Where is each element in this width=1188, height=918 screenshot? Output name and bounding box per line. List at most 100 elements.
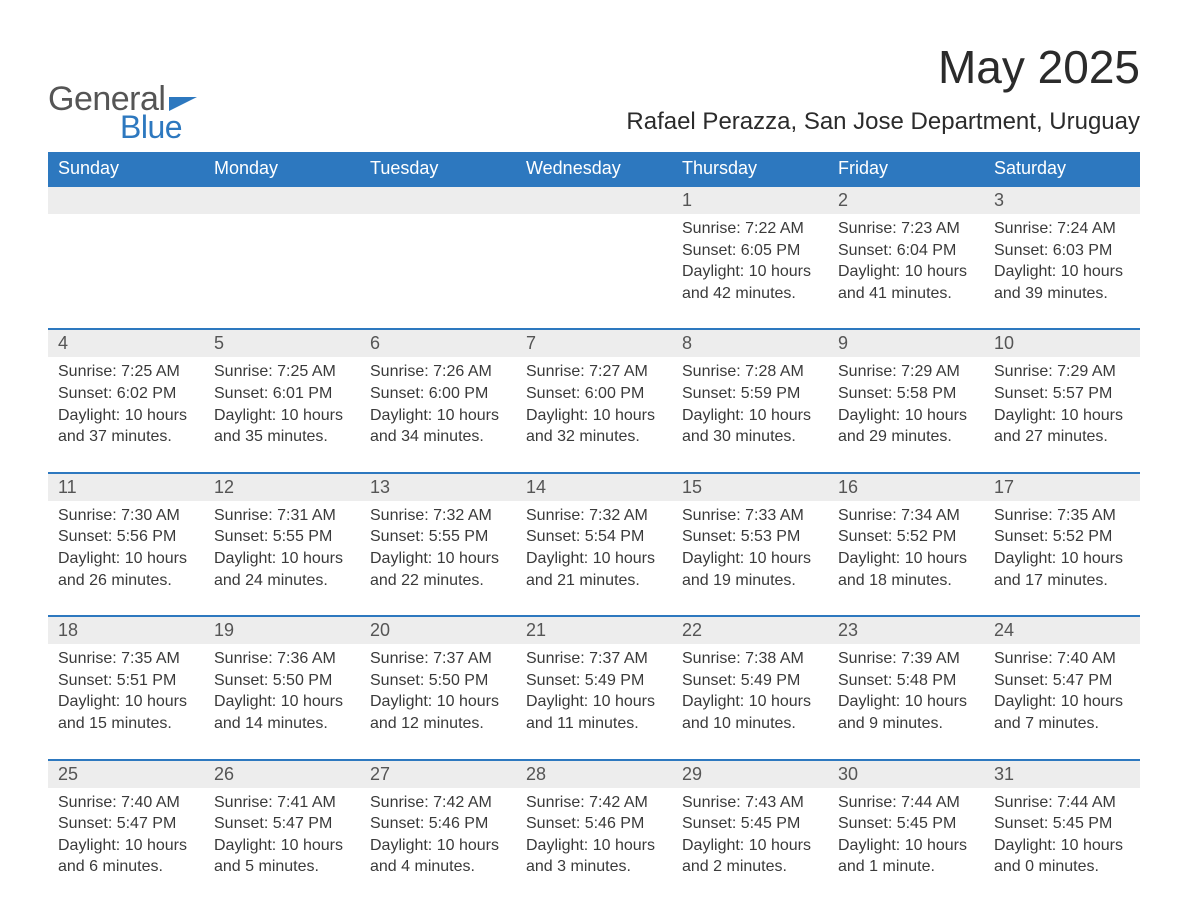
detail-line-sunset: Sunset: 6:00 PM: [370, 383, 506, 405]
day-cell-details: Sunrise: 7:25 AMSunset: 6:02 PMDaylight:…: [48, 357, 204, 472]
detail-line-sunset: Sunset: 5:52 PM: [994, 526, 1130, 548]
detail-line-daylight1: Daylight: 10 hours: [682, 548, 818, 570]
week-details-row: Sunrise: 7:35 AMSunset: 5:51 PM Daylight:…: [48, 644, 1140, 759]
day-cell-details: Sunrise: 7:31 AMSunset: 5:55 PMDaylight:…: [204, 501, 360, 616]
detail-line-sunrise: Sunrise: 7:35 AM: [58, 648, 194, 670]
detail-line-daylight1: Daylight: 10 hours: [526, 405, 662, 427]
day-cell-number: 2: [828, 186, 984, 214]
detail-line-daylight1: Daylight: 10 hours: [214, 691, 350, 713]
detail-line-sunrise: Sunrise: 7:28 AM: [682, 361, 818, 383]
week-daynum-row: 11121314151617: [48, 473, 1140, 501]
day-header: Monday: [204, 152, 360, 186]
day-number: 2: [828, 187, 984, 214]
day-cell-number: 29: [672, 760, 828, 788]
detail-line-sunrise: Sunrise: 7:30 AM: [58, 505, 194, 527]
detail-line-daylight2: and 42 minutes.: [682, 283, 818, 305]
day-cell-details: Sunrise: 7:29 AMSunset: 5:58 PMDaylight:…: [828, 357, 984, 472]
day-details: Sunrise: 7:44 AMSunset: 5:45 PMDaylight:…: [984, 788, 1140, 902]
detail-line-daylight2: and 10 minutes.: [682, 713, 818, 735]
detail-line-daylight1: Daylight: 10 hours: [838, 405, 974, 427]
detail-line-sunset: Sunset: 6:05 PM: [682, 240, 818, 262]
day-number: 29: [672, 761, 828, 788]
detail-line-daylight2: and 34 minutes.: [370, 426, 506, 448]
day-cell-number: 12: [204, 473, 360, 501]
detail-line-daylight1: Daylight: 10 hours: [682, 835, 818, 857]
detail-line-sunset: Sunset: 5:55 PM: [370, 526, 506, 548]
day-cell-details: Sunrise: 7:26 AMSunset: 6:00 PMDaylight:…: [360, 357, 516, 472]
day-number: 6: [360, 330, 516, 357]
detail-line-sunset: Sunset: 5:52 PM: [838, 526, 974, 548]
detail-line-daylight1: Daylight: 10 hours: [838, 835, 974, 857]
day-number: 3: [984, 187, 1140, 214]
detail-line-daylight1: Daylight: 10 hours: [58, 548, 194, 570]
day-cell-details: Sunrise: 7:22 AMSunset: 6:05 PMDaylight:…: [672, 214, 828, 329]
day-cell-details: Sunrise: 7:28 AMSunset: 5:59 PMDaylight:…: [672, 357, 828, 472]
day-details: Sunrise: 7:30 AMSunset: 5:56 PMDaylight:…: [48, 501, 204, 615]
detail-line-daylight1: Daylight: 10 hours: [994, 835, 1130, 857]
detail-line-sunset: Sunset: 5:51 PM: [58, 670, 194, 692]
detail-line-sunset: Sunset: 5:54 PM: [526, 526, 662, 548]
detail-line-sunset: Sunset: 5:47 PM: [994, 670, 1130, 692]
detail-line-daylight1: Daylight: 10 hours: [994, 548, 1130, 570]
day-details: Sunrise: 7:31 AMSunset: 5:55 PMDaylight:…: [204, 501, 360, 615]
day-cell-details: Sunrise: 7:42 AMSunset: 5:46 PMDaylight:…: [360, 788, 516, 902]
day-number: 22: [672, 617, 828, 644]
week-details-row: Sunrise: 7:25 AMSunset: 6:02 PMDaylight:…: [48, 357, 1140, 472]
detail-line-sunset: Sunset: 5:56 PM: [58, 526, 194, 548]
day-cell-number: 15: [672, 473, 828, 501]
detail-line-sunset: Sunset: 5:59 PM: [682, 383, 818, 405]
detail-line-sunrise: Sunrise: 7:41 AM: [214, 792, 350, 814]
day-cell-details: Sunrise: 7:25 AMSunset: 6:01 PMDaylight:…: [204, 357, 360, 472]
day-details: Sunrise: 7:38 AMSunset: 5:49 PMDaylight:…: [672, 644, 828, 758]
day-number: 10: [984, 330, 1140, 357]
day-cell-number: 31: [984, 760, 1140, 788]
day-cell-number: 10: [984, 329, 1140, 357]
detail-line-sunset: Sunset: 5:58 PM: [838, 383, 974, 405]
day-details: Sunrise: 7:23 AMSunset: 6:04 PMDaylight:…: [828, 214, 984, 328]
detail-line-daylight1: Daylight: 10 hours: [214, 405, 350, 427]
detail-line-sunrise: Sunrise: 7:34 AM: [838, 505, 974, 527]
day-cell-number: 4: [48, 329, 204, 357]
day-number: 30: [828, 761, 984, 788]
day-details: Sunrise: 7:25 AMSunset: 6:01 PMDaylight:…: [204, 357, 360, 471]
detail-line-daylight2: and 3 minutes.: [526, 856, 662, 878]
day-cell-number: 20: [360, 616, 516, 644]
detail-line-sunrise: Sunrise: 7:29 AM: [994, 361, 1130, 383]
day-cell-number: 1: [672, 186, 828, 214]
day-details: Sunrise: 7:37 AMSunset: 5:50 PMDaylight:…: [360, 644, 516, 758]
detail-line-sunrise: Sunrise: 7:37 AM: [370, 648, 506, 670]
day-cell-details: Sunrise: 7:35 AMSunset: 5:52 PMDaylight:…: [984, 501, 1140, 616]
detail-line-sunset: Sunset: 5:45 PM: [838, 813, 974, 835]
day-cell-number: [204, 186, 360, 214]
day-cell-number: 5: [204, 329, 360, 357]
detail-line-sunrise: Sunrise: 7:42 AM: [526, 792, 662, 814]
day-number: 16: [828, 474, 984, 501]
detail-line-sunrise: Sunrise: 7:43 AM: [682, 792, 818, 814]
day-cell-number: 19: [204, 616, 360, 644]
day-cell-number: 21: [516, 616, 672, 644]
detail-line-sunrise: Sunrise: 7:25 AM: [214, 361, 350, 383]
day-cell-details: Sunrise: 7:42 AMSunset: 5:46 PMDaylight:…: [516, 788, 672, 902]
day-cell-number: 7: [516, 329, 672, 357]
detail-line-daylight2: and 30 minutes.: [682, 426, 818, 448]
day-number: 11: [48, 474, 204, 501]
day-details: Sunrise: 7:25 AMSunset: 6:02 PMDaylight:…: [48, 357, 204, 471]
day-details: Sunrise: 7:41 AMSunset: 5:47 PMDaylight:…: [204, 788, 360, 902]
detail-line-daylight2: and 22 minutes.: [370, 570, 506, 592]
day-cell-details: Sunrise: 7:27 AMSunset: 6:00 PMDaylight:…: [516, 357, 672, 472]
detail-line-daylight2: and 15 minutes.: [58, 713, 194, 735]
detail-line-daylight2: and 21 minutes.: [526, 570, 662, 592]
detail-line-sunrise: Sunrise: 7:36 AM: [214, 648, 350, 670]
day-cell-number: [360, 186, 516, 214]
detail-line-sunset: Sunset: 5:55 PM: [214, 526, 350, 548]
day-cell-details: Sunrise: 7:44 AMSunset: 5:45 PMDaylight:…: [984, 788, 1140, 902]
day-number: 13: [360, 474, 516, 501]
detail-line-daylight2: and 32 minutes.: [526, 426, 662, 448]
day-number: 27: [360, 761, 516, 788]
detail-line-daylight1: Daylight: 10 hours: [994, 405, 1130, 427]
detail-line-daylight2: and 11 minutes.: [526, 713, 662, 735]
day-cell-details: Sunrise: 7:32 AMSunset: 5:55 PMDaylight:…: [360, 501, 516, 616]
detail-line-daylight2: and 29 minutes.: [838, 426, 974, 448]
detail-line-daylight1: Daylight: 10 hours: [526, 691, 662, 713]
detail-line-sunset: Sunset: 5:50 PM: [370, 670, 506, 692]
